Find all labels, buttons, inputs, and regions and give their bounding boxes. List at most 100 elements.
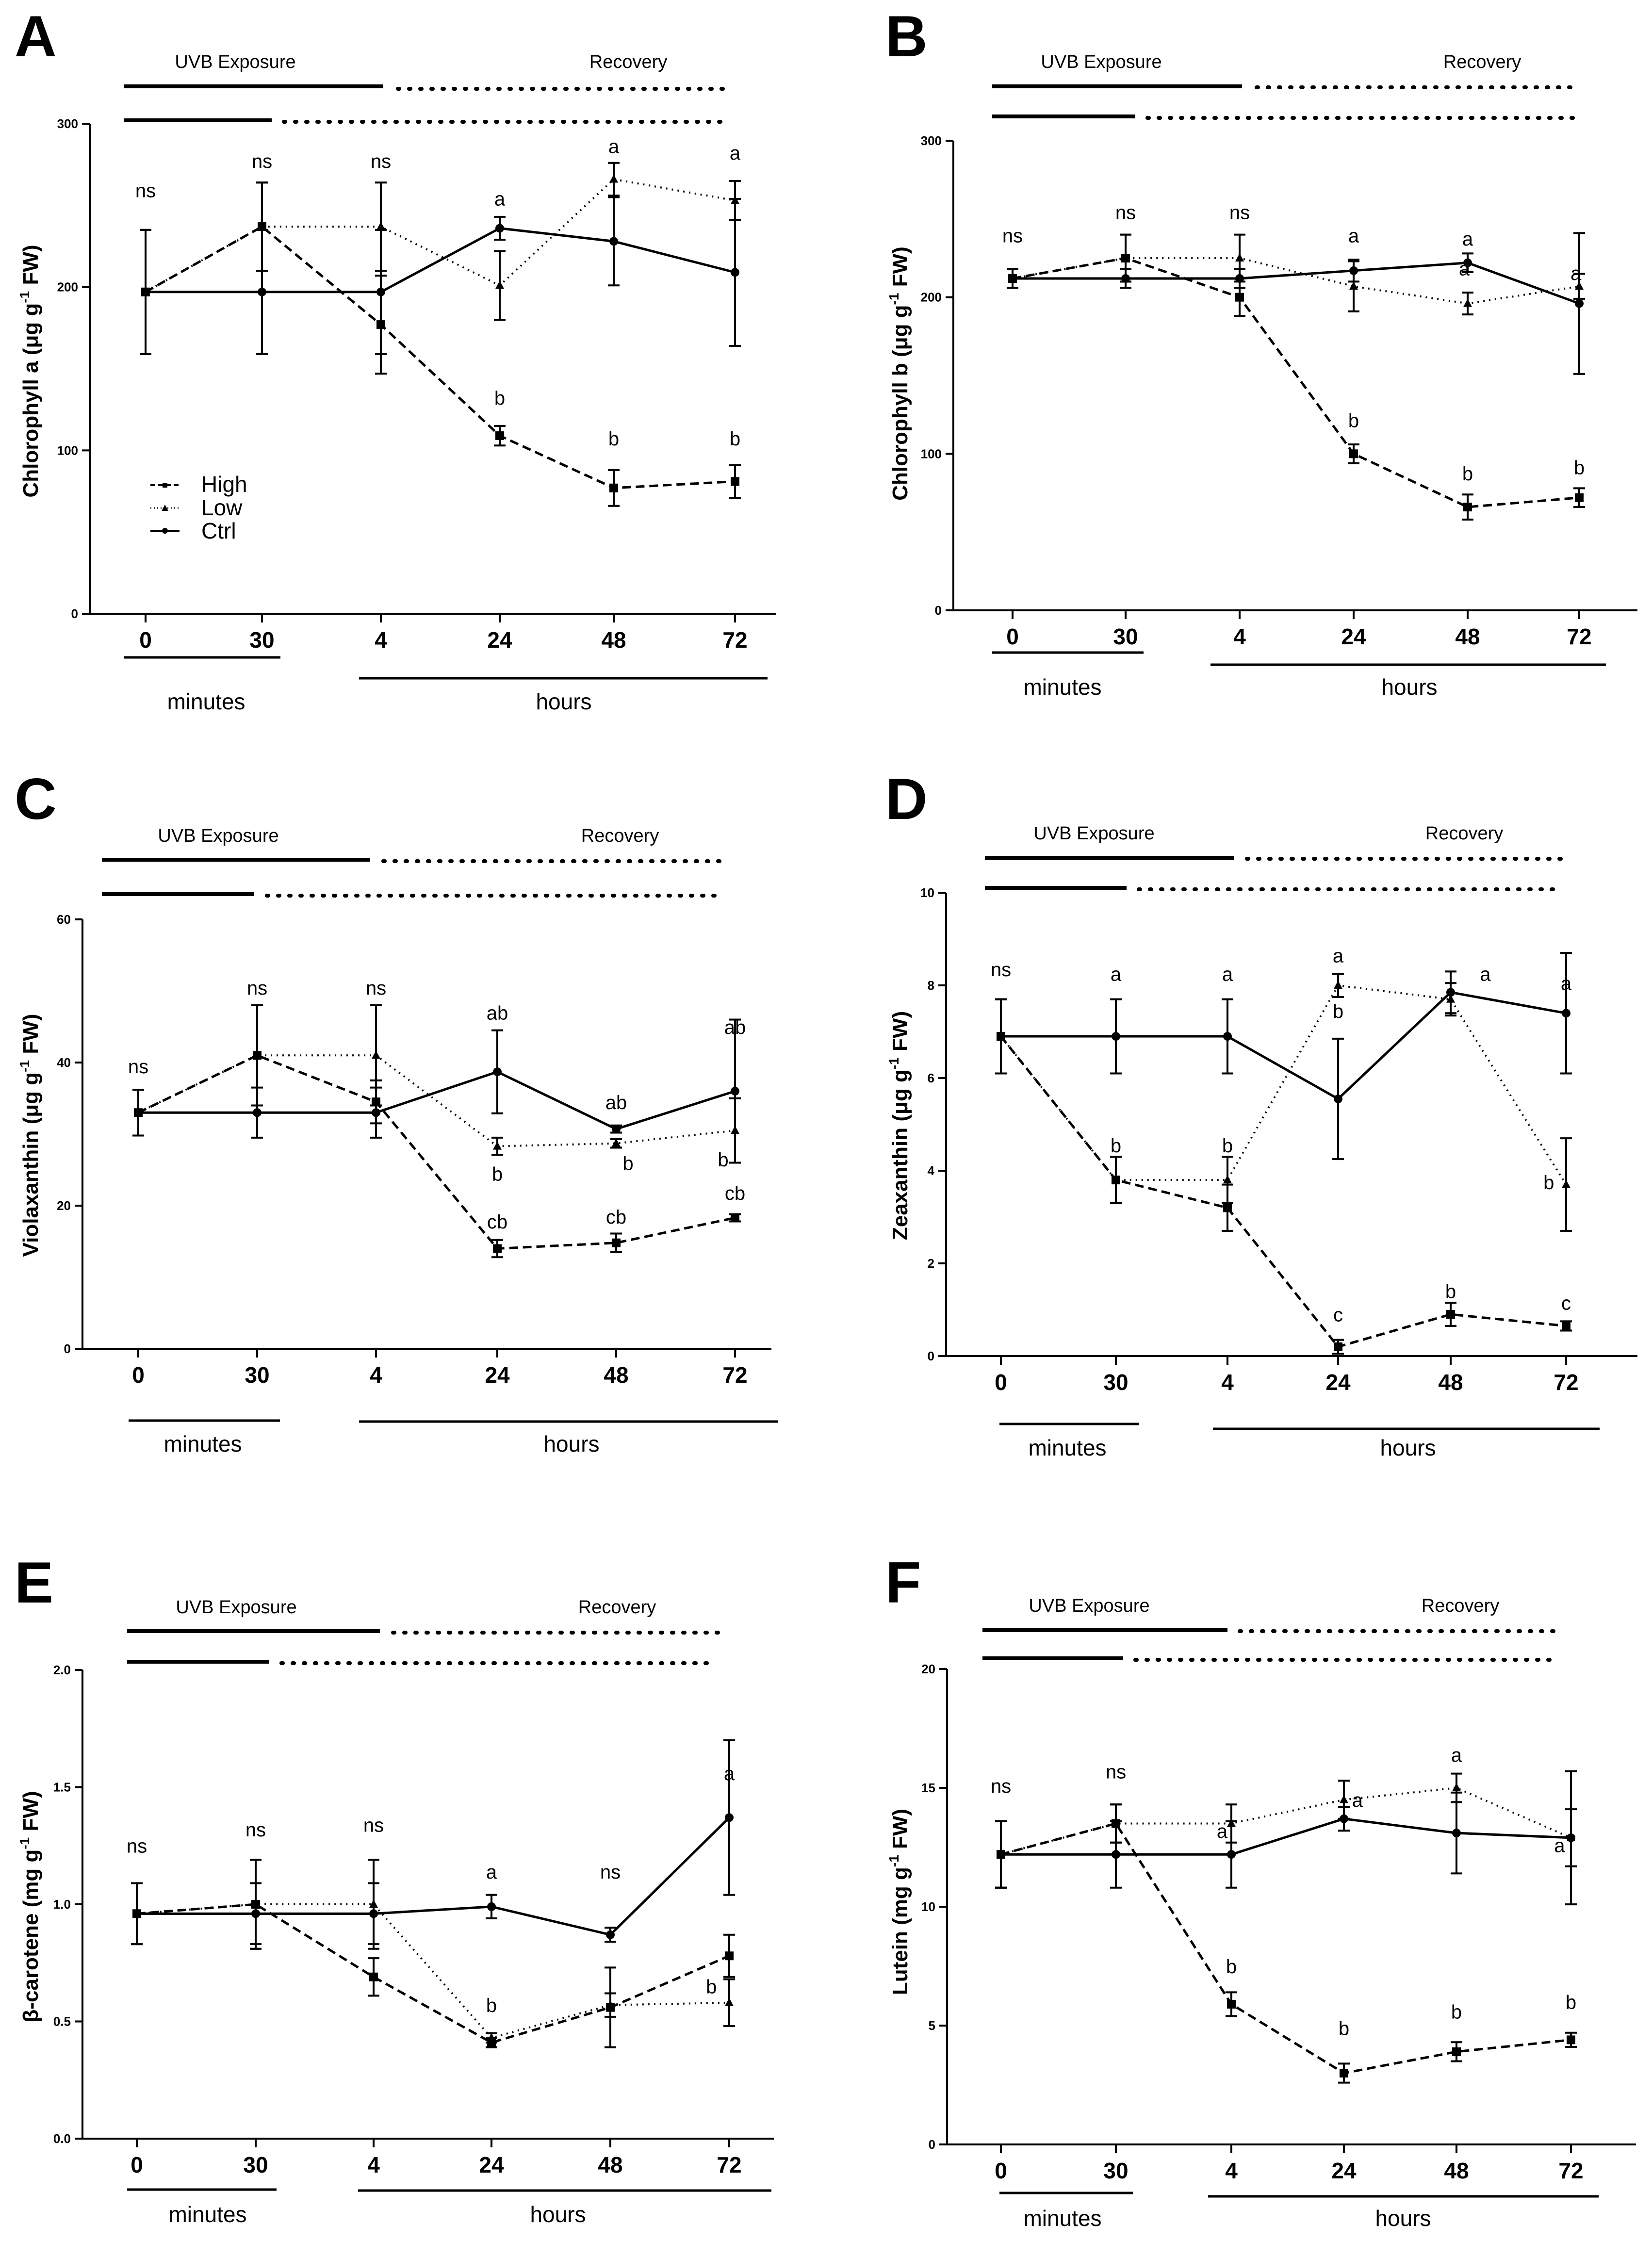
significance-label: ns bbox=[600, 1862, 621, 1883]
minutes-label: minutes bbox=[167, 689, 245, 714]
x-tick-label: 4 bbox=[1221, 1370, 1234, 1395]
series-high-line bbox=[1012, 257, 1580, 508]
legend-ctrl-marker bbox=[162, 528, 168, 534]
significance-label: ns bbox=[991, 1776, 1011, 1797]
point-high bbox=[731, 1213, 739, 1223]
y-tick-label: 2.0 bbox=[53, 1663, 71, 1677]
point-low bbox=[1223, 1175, 1232, 1184]
point-ctrl bbox=[251, 1909, 260, 1918]
point-ctrl bbox=[258, 287, 266, 296]
series-low-line bbox=[1000, 984, 1567, 1185]
x-tick-label: 30 bbox=[243, 2152, 268, 2177]
point-ctrl bbox=[141, 287, 150, 296]
significance-label: b bbox=[608, 428, 619, 450]
point-ctrl bbox=[495, 224, 504, 233]
x-tick-label: 4 bbox=[1225, 2158, 1238, 2183]
point-ctrl bbox=[1567, 1833, 1575, 1842]
y-axis-label-c: Violaxanthin (μg g-1 FW) bbox=[17, 1014, 43, 1257]
hours-label: hours bbox=[530, 2202, 586, 2227]
significance-label: a bbox=[1348, 226, 1359, 247]
x-tick-label: 72 bbox=[722, 627, 747, 653]
y-tick-label: 40 bbox=[57, 1055, 71, 1070]
point-ctrl bbox=[1340, 1814, 1348, 1823]
y-axis-label-f: Lutein (mg g-1 FW) bbox=[886, 1809, 912, 1995]
point-high bbox=[493, 1244, 502, 1253]
significance-label: ns bbox=[247, 978, 267, 999]
x-tick-label: 4 bbox=[1233, 624, 1246, 649]
point-high bbox=[1567, 2035, 1575, 2045]
series-high-line bbox=[137, 1054, 736, 1250]
y-tick-label: 2 bbox=[928, 1256, 934, 1271]
point-high bbox=[1575, 493, 1584, 502]
significance-label: a bbox=[1554, 1835, 1565, 1856]
svg-text:Lutein (mg g-1 FW): Lutein (mg g-1 FW) bbox=[886, 1809, 912, 1995]
y-tick-label: 200 bbox=[57, 280, 78, 294]
significance-label: ns bbox=[1115, 202, 1136, 223]
point-low bbox=[612, 1138, 621, 1147]
significance-label: a bbox=[1352, 1790, 1363, 1811]
point-ctrl bbox=[997, 1032, 1005, 1041]
y-axis-label-b: Chlorophyll b (μg g-1 FW) bbox=[886, 246, 912, 501]
panel-letter-c: C bbox=[15, 767, 57, 832]
significance-label: b bbox=[486, 1995, 497, 2016]
point-ctrl bbox=[1562, 1009, 1570, 1018]
significance-label: ns bbox=[128, 1056, 148, 1078]
point-ctrl bbox=[1452, 1829, 1461, 1838]
series-low-line bbox=[138, 1054, 736, 1147]
significance-label: ns bbox=[1106, 1761, 1126, 1783]
y-tick-label: 200 bbox=[921, 290, 942, 305]
x-tick-label: 30 bbox=[249, 627, 274, 653]
point-ctrl bbox=[1334, 1094, 1342, 1103]
point-ctrl bbox=[1446, 988, 1455, 997]
point-ctrl bbox=[487, 1902, 496, 1911]
significance-label: a bbox=[1111, 964, 1122, 985]
significance-label: a bbox=[1333, 945, 1344, 966]
x-tick-label: 24 bbox=[485, 1362, 510, 1388]
significance-label: b bbox=[1574, 457, 1585, 478]
point-low bbox=[1452, 1783, 1461, 1791]
significance-label: b bbox=[1543, 1172, 1554, 1194]
series-ctrl-line bbox=[1001, 1817, 1571, 1856]
y-tick-label: 8 bbox=[928, 978, 934, 993]
significance-label: b bbox=[1348, 410, 1359, 431]
x-tick-label: 30 bbox=[1103, 2158, 1128, 2183]
plot-e: 0.0 0.5 1.0 1.5 2.0 0 30 4 24 48 72 ns ns ns a ns a b b bbox=[53, 1663, 774, 2177]
point-ctrl bbox=[372, 1108, 380, 1117]
recovery-label: Recovery bbox=[1443, 52, 1521, 72]
point-ctrl bbox=[1349, 266, 1358, 275]
significance-label: b bbox=[1333, 1001, 1343, 1022]
significance-label: a bbox=[1480, 964, 1491, 985]
significance-label: a bbox=[1561, 973, 1572, 995]
panel-letter-b: B bbox=[885, 4, 928, 69]
significance-label: ab bbox=[605, 1092, 627, 1113]
x-tick-label: 0 bbox=[139, 627, 152, 653]
point-low bbox=[376, 222, 385, 230]
x-tick-label: 4 bbox=[367, 2152, 380, 2177]
y-tick-label: 0.0 bbox=[53, 2131, 71, 2146]
series-low-line bbox=[145, 178, 736, 293]
point-ctrl bbox=[1112, 1850, 1120, 1859]
significance-label: a bbox=[486, 1862, 497, 1883]
point-low bbox=[609, 174, 618, 183]
point-ctrl bbox=[1112, 1032, 1120, 1041]
significance-label: ns bbox=[127, 1836, 147, 1857]
point-low bbox=[1121, 253, 1130, 262]
significance-label: ns bbox=[371, 151, 391, 172]
point-low bbox=[1562, 1179, 1570, 1188]
significance-label: a bbox=[730, 143, 741, 164]
panel-a: A UVB Exposure Recovery Chlorophyll a (μ… bbox=[15, 4, 776, 714]
recovery-label: Recovery bbox=[1425, 823, 1504, 844]
significance-label: ns bbox=[252, 151, 272, 172]
series-high-line bbox=[136, 1903, 730, 2044]
y-tick-label: 0 bbox=[935, 603, 942, 618]
significance-label: b bbox=[622, 1153, 633, 1174]
significance-label: ns bbox=[366, 978, 386, 999]
point-high bbox=[369, 1972, 378, 1981]
series-ctrl-line bbox=[1013, 262, 1580, 305]
panel-b: B UVB Exposure Recovery Chlorophyll b (μ… bbox=[885, 4, 1637, 700]
significance-label: ab bbox=[487, 1003, 508, 1024]
point-high bbox=[612, 1238, 621, 1247]
point-ctrl bbox=[134, 1108, 143, 1117]
svg-text:Zeaxanthin (μg g-1 FW): Zeaxanthin (μg g-1 FW) bbox=[886, 1011, 912, 1240]
y-tick-label: 20 bbox=[57, 1198, 71, 1213]
